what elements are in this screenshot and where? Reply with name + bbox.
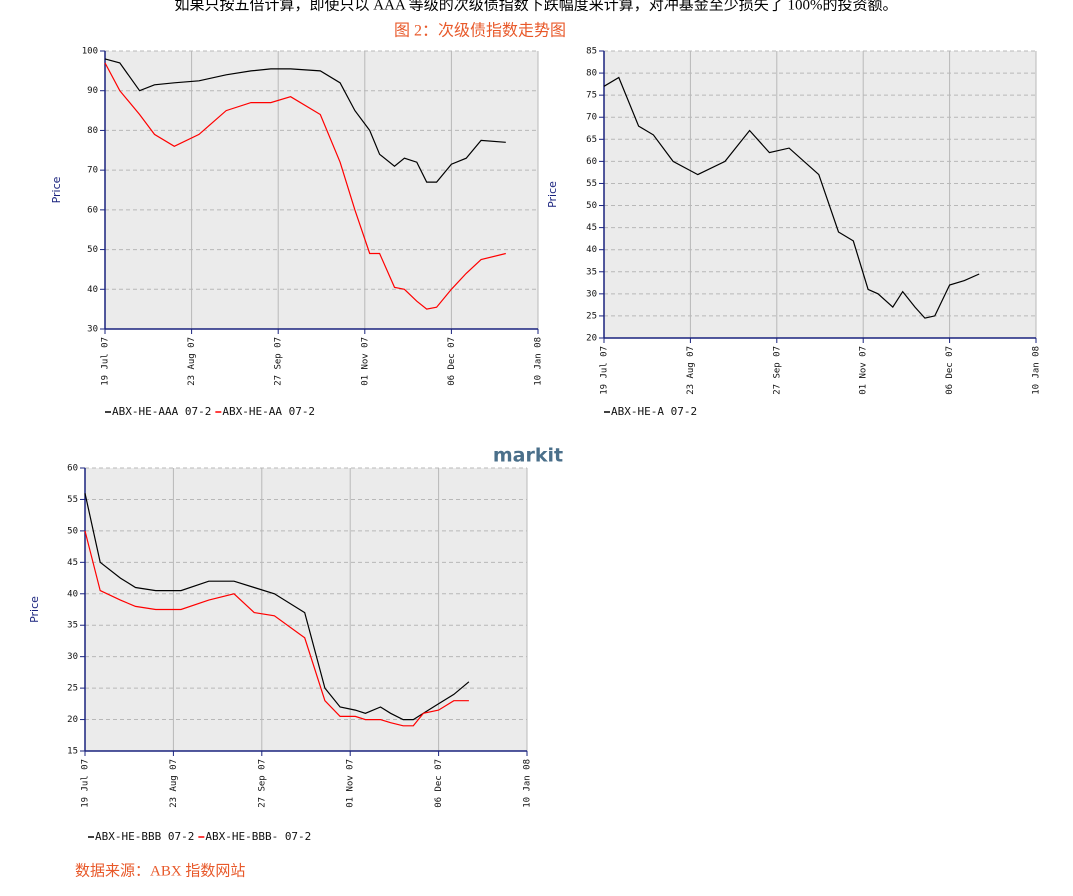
series-line — [84, 493, 470, 721]
x-tick-label: 10 Jan 08 — [523, 759, 533, 808]
y-tick-label: 30 — [586, 289, 597, 299]
y-tick-label: 60 — [586, 157, 597, 167]
y-tick-label: 30 — [87, 325, 98, 335]
legend-label: ABX-HE-AA 07-2 — [222, 405, 315, 418]
x-tick-label: 27 Sep 07 — [257, 759, 267, 808]
x-tick-label: 23 Aug 07 — [169, 759, 179, 808]
legend-label: ABX-HE-BBB 07-2 — [95, 830, 194, 843]
y-tick-label: 85 — [586, 47, 597, 57]
x-tick-label: 19 Jul 07 — [600, 346, 610, 395]
legend-label: ABX-HE-A 07-2 — [611, 405, 697, 418]
y-tick-label: 60 — [87, 205, 98, 215]
y-tick-label: 50 — [87, 245, 98, 255]
chart: 30 40 50 60 70 80 90 100 19 Jul 07 23 Aug 07 27 Se… — [50, 47, 544, 419]
x-tick-label: 23 Aug 07 — [187, 337, 197, 386]
plot-area — [85, 468, 527, 751]
y-tick-label: 55 — [67, 495, 78, 505]
series-line — [603, 76, 980, 319]
chart: 20 25 30 35 40 45 50 55 60 65 70 75 80 85 19 Jul 07 23 … — [546, 47, 1042, 419]
y-tick-label: 25 — [586, 311, 597, 321]
plot-area — [105, 51, 538, 329]
x-tick-label: 06 Dec 07 — [945, 346, 955, 395]
y-tick-label: 70 — [586, 113, 597, 123]
x-tick-label: 01 Nov 07 — [859, 346, 869, 395]
x-tick-label: 23 Aug 07 — [686, 346, 696, 395]
y-tick-label: 60 — [67, 464, 78, 474]
x-tick-label: 19 Jul 07 — [81, 759, 91, 808]
body-text: 如果只按五倍计算，即使只以 AAA 等级的次级债指数下跌幅度来计算，对冲基金至少… — [175, 0, 898, 13]
y-tick-label: 25 — [67, 684, 78, 694]
y-tick-label: 40 — [586, 245, 597, 255]
series-line — [84, 530, 469, 727]
x-tick-label: 01 Nov 07 — [360, 337, 370, 386]
legend-label: ABX-HE-AAA 07-2 — [112, 405, 211, 418]
chart: 15 20 25 30 35 40 45 50 55 60 19 Jul 07 23 Aug 07 27… — [28, 464, 533, 844]
y-tick-label: 100 — [82, 47, 98, 57]
x-tick-label: 19 Jul 07 — [101, 337, 111, 386]
y-tick-label: 80 — [87, 126, 98, 136]
x-tick-label: 10 Jan 08 — [534, 337, 544, 386]
x-tick-label: 27 Sep 07 — [772, 346, 782, 395]
y-tick-label: 55 — [586, 179, 597, 189]
x-tick-label: 01 Nov 07 — [346, 759, 356, 808]
x-tick-label: 06 Dec 07 — [434, 759, 444, 808]
source-note: 数据来源：ABX 指数网站 — [75, 862, 245, 879]
y-tick-label: 35 — [67, 621, 78, 631]
y-tick-label: 65 — [586, 135, 597, 145]
y-tick-label: 35 — [586, 267, 597, 277]
plot-area — [604, 51, 1036, 338]
y-tick-label: 45 — [586, 223, 597, 233]
y-tick-label: 45 — [67, 558, 78, 568]
x-tick-label: 06 Dec 07 — [447, 337, 457, 386]
x-tick-label: 10 Jan 08 — [1032, 346, 1042, 395]
logo: markit — [493, 445, 563, 467]
y-tick-label: 40 — [67, 589, 78, 599]
y-tick-label: 50 — [67, 526, 78, 536]
y-tick-label: 15 — [67, 747, 78, 757]
y-tick-label: 70 — [87, 166, 98, 176]
y-tick-label: 30 — [67, 652, 78, 662]
series-line — [104, 62, 506, 310]
x-tick-label: 27 Sep 07 — [274, 337, 284, 386]
y-tick-label: 75 — [586, 91, 597, 101]
y-tick-label: 20 — [67, 715, 78, 725]
figure-caption: 图 2：次级债指数走势图 — [394, 22, 566, 40]
y-tick-label: 80 — [586, 69, 597, 79]
y-tick-label: 90 — [87, 86, 98, 96]
y-axis-label: Price — [28, 596, 41, 623]
y-tick-label: 40 — [87, 285, 98, 295]
y-axis-label: Price — [50, 176, 63, 203]
y-tick-label: 50 — [586, 201, 597, 211]
legend-label: ABX-HE-BBB- 07-2 — [205, 830, 311, 843]
y-tick-label: 20 — [586, 334, 597, 344]
y-axis-label: Price — [546, 181, 559, 208]
series-line — [104, 58, 506, 183]
